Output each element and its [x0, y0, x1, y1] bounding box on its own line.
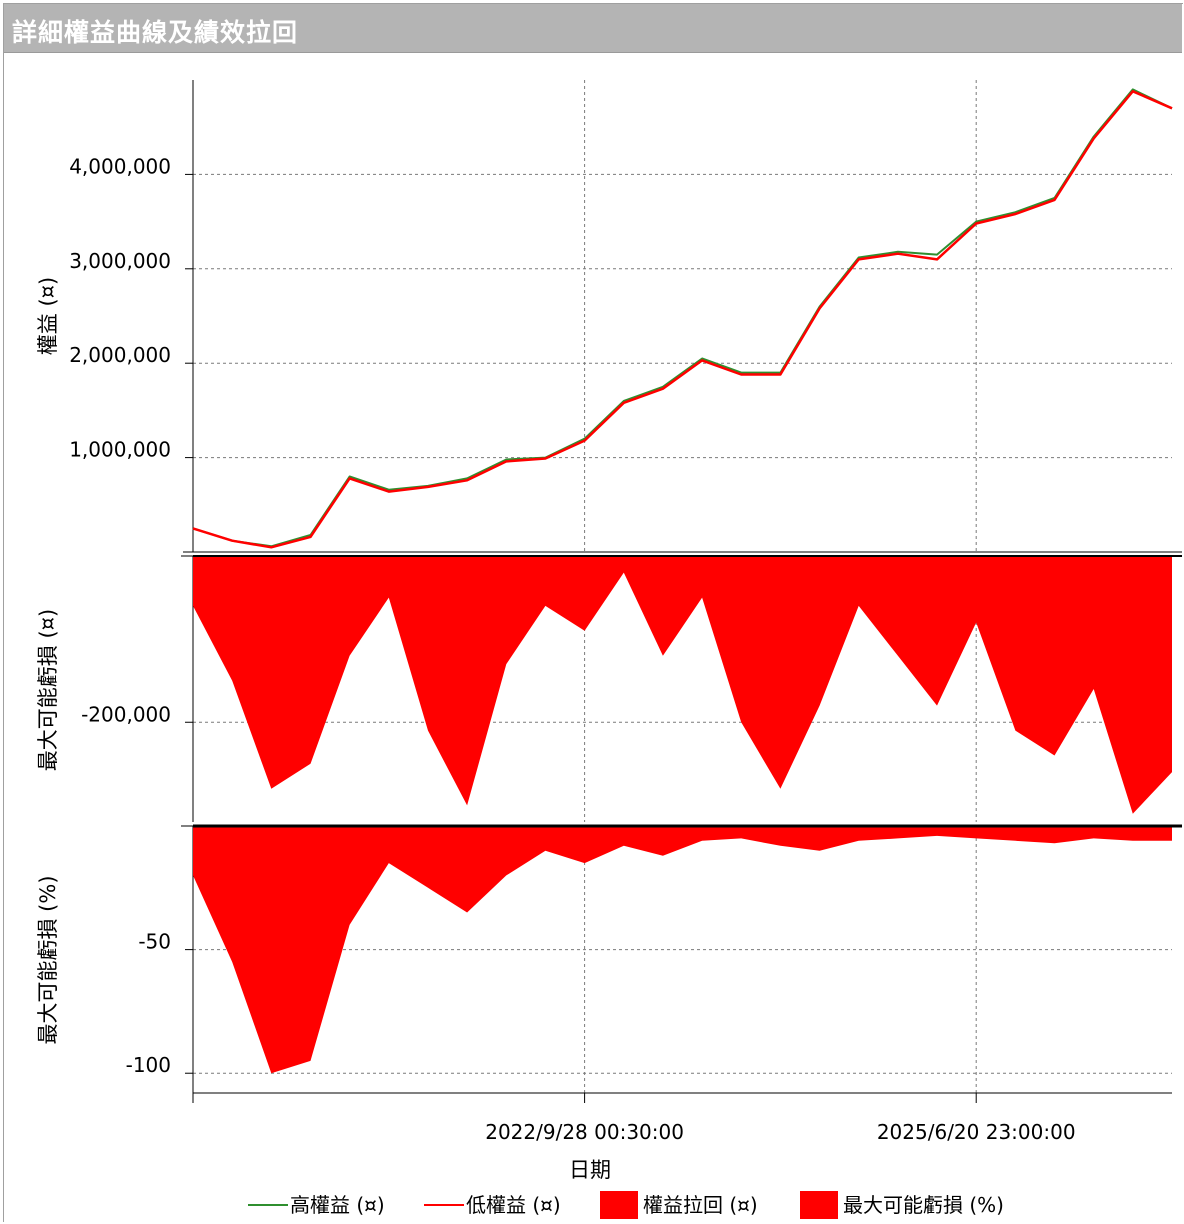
- legend-label-low-equity: 低權益 (¤): [466, 1193, 561, 1217]
- series-low-equity: [192, 90, 1173, 549]
- window-title: 詳細權益曲線及績效拉回: [12, 18, 299, 47]
- y-tick-label: 1,000,000: [69, 438, 171, 462]
- drawdown-abs-panel: -200,000 最大可能虧損 (¤): [36, 555, 1182, 822]
- series-drawdown-abs: [193, 556, 1172, 814]
- equity-panel: 4,000,000 3,000,000 2,000,000 1,000,000 權益 (…: [36, 80, 1182, 553]
- y-axis-title: 最大可能虧損 (%): [36, 875, 60, 1044]
- legend: 高權益 (¤) 低權益 (¤) 權益拉回 (¤) 最大可能虧損 (%): [248, 1191, 1004, 1219]
- legend-swatch-drawdown-pct: [800, 1191, 838, 1219]
- x-axis-title: 日期: [569, 1158, 611, 1182]
- y-tick-label: 2,000,000: [69, 343, 171, 367]
- legend-label-drawdown-abs: 權益拉回 (¤): [643, 1193, 758, 1217]
- y-tick-label: -200,000: [81, 702, 171, 726]
- y-tick-label: 4,000,000: [69, 154, 171, 178]
- legend-swatch-drawdown-abs: [600, 1191, 638, 1219]
- x-axis: 2022/9/28 00:30:00 2025/6/20 23:00:00 日期: [192, 1092, 1172, 1182]
- title-bar: 詳細權益曲線及績效拉回: [4, 4, 1182, 53]
- drawdown-pct-panel: -50 -100 最大可能虧損 (%): [36, 824, 1182, 1093]
- y-axis-title: 權益 (¤): [36, 277, 60, 355]
- y-axis-title: 最大可能虧損 (¤): [36, 609, 60, 771]
- legend-label-drawdown-pct: 最大可能虧損 (%): [843, 1193, 1004, 1217]
- x-tick-label: 2025/6/20 23:00:00: [877, 1120, 1076, 1144]
- y-tick-label: -50: [138, 930, 171, 954]
- legend-label-high-equity: 高權益 (¤): [290, 1193, 385, 1217]
- series-high-equity: [192, 88, 1173, 548]
- x-tick-label: 2022/9/28 00:30:00: [485, 1120, 684, 1144]
- y-tick-label: -100: [126, 1053, 171, 1077]
- series-drawdown-pct: [193, 826, 1172, 1074]
- window-frame: [3, 3, 1183, 1222]
- y-tick-label: 3,000,000: [69, 249, 171, 273]
